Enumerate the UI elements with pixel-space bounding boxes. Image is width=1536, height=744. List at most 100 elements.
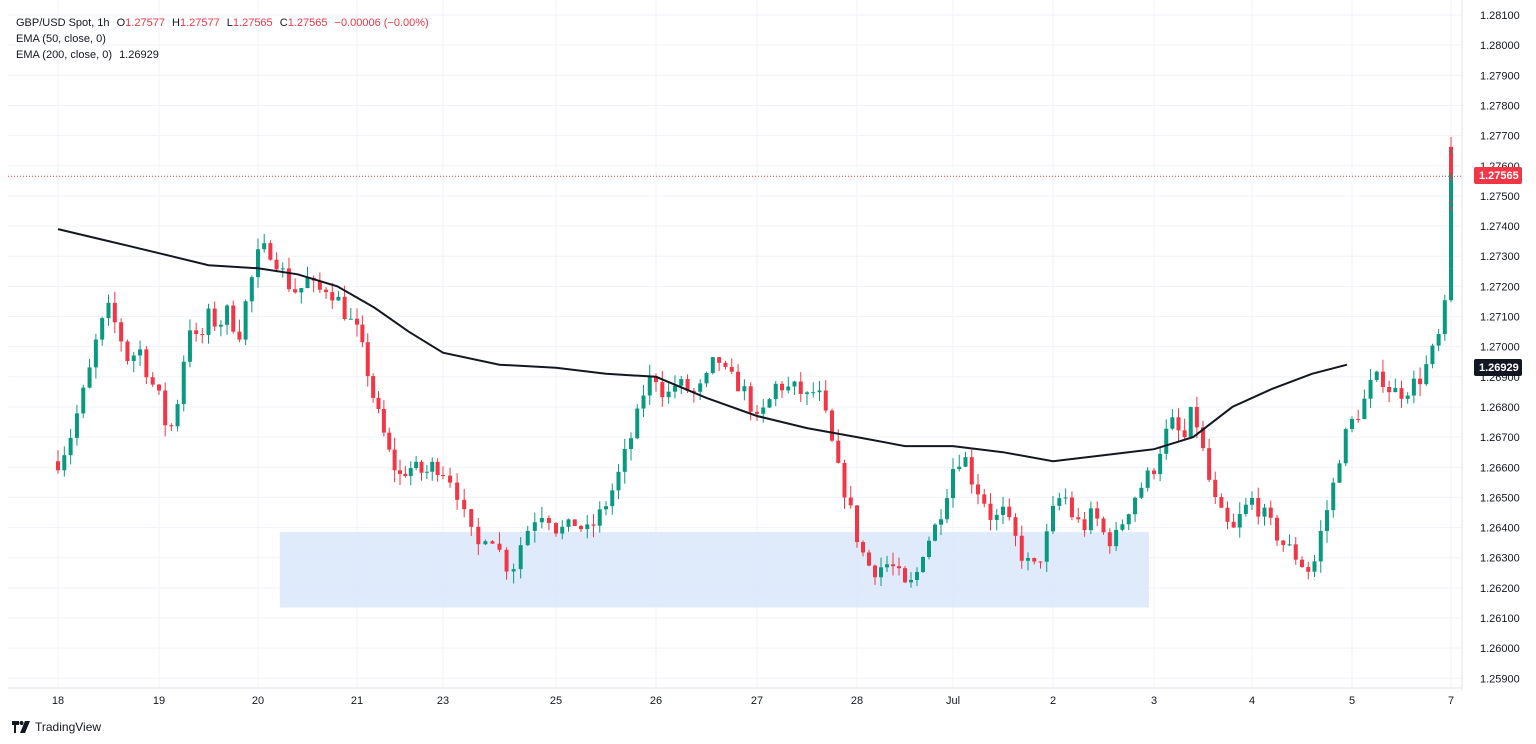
candle <box>1032 557 1037 565</box>
candle <box>1082 511 1087 537</box>
candle <box>387 427 392 453</box>
candle-body <box>742 386 747 392</box>
candle <box>666 383 671 404</box>
candle-body <box>579 526 583 530</box>
candle-body <box>286 268 291 290</box>
candle <box>525 525 530 546</box>
legend-ema200[interactable]: EMA (200, close, 0) 1.26929 <box>16 47 433 63</box>
candle-body <box>1399 388 1404 399</box>
candle <box>780 381 784 398</box>
candle-body <box>336 296 341 301</box>
candle-body <box>1026 558 1030 561</box>
candle-body <box>1001 506 1005 515</box>
candle-body <box>597 509 602 526</box>
brand-text: TradingView <box>35 720 102 734</box>
candle <box>476 518 481 556</box>
y-tick-label: 1.27400 <box>1480 221 1520 233</box>
candle-body <box>106 302 111 319</box>
candle-body <box>483 541 488 545</box>
candle-body <box>1312 561 1317 572</box>
candle <box>647 364 652 405</box>
support-zone <box>279 532 1149 608</box>
candle-body <box>982 494 987 504</box>
candle <box>773 381 778 407</box>
candle <box>1424 355 1429 387</box>
candle <box>1213 471 1218 505</box>
y-tick-label: 1.26200 <box>1480 583 1520 595</box>
candle-body <box>1343 429 1348 464</box>
candle-body <box>867 552 871 566</box>
candle-body <box>903 568 907 583</box>
candle-body <box>1126 514 1131 525</box>
candle <box>1176 408 1181 442</box>
candle <box>430 457 435 481</box>
candle-body <box>387 432 392 450</box>
legend-ema200-value: 1.26929 <box>119 49 159 61</box>
candle <box>150 372 155 387</box>
candle-body <box>1237 514 1242 528</box>
candle-body <box>1007 506 1012 518</box>
candle-body <box>1337 463 1342 483</box>
candle <box>1275 514 1279 546</box>
candle-body <box>988 503 993 520</box>
legend-symbol[interactable]: GBP/USD Spot, 1h <box>16 17 110 29</box>
tradingview-brand[interactable]: TradingView <box>12 720 101 734</box>
candle <box>1262 503 1267 526</box>
candle <box>243 299 248 346</box>
candle-body <box>897 566 901 569</box>
candle-body <box>243 301 248 340</box>
candle <box>163 382 168 437</box>
candle-body <box>87 367 92 388</box>
candle-body <box>915 571 919 580</box>
y-tick-label: 1.27500 <box>1480 191 1520 203</box>
candle-body <box>1243 504 1248 515</box>
price-axis[interactable]: 1.281001.280001.279001.278001.277001.276… <box>1480 10 1520 685</box>
candle <box>1219 493 1224 509</box>
x-tick-label: 19 <box>153 695 165 707</box>
candle <box>933 523 937 542</box>
candle <box>1026 552 1030 571</box>
candle-body <box>1082 519 1087 531</box>
current-price-text: 1.27565 <box>1479 170 1519 182</box>
candle-body <box>1182 430 1187 438</box>
candle <box>448 467 453 488</box>
candle <box>131 351 136 373</box>
candle-body <box>654 376 658 383</box>
candle-body <box>119 322 124 342</box>
legend-ema50[interactable]: EMA (50, close, 0) <box>16 31 433 47</box>
x-tick-label: 23 <box>437 695 449 707</box>
candle <box>786 376 791 394</box>
candle <box>274 252 279 273</box>
candle-body <box>355 318 359 325</box>
ema-price-badge <box>1474 359 1522 376</box>
candle <box>1380 359 1385 393</box>
candle <box>1038 561 1043 569</box>
ema-price-label: 1.26929 <box>1474 359 1522 376</box>
legend-high: 1.27577 <box>179 17 220 29</box>
candle-body <box>921 557 925 572</box>
x-tick-label: 26 <box>650 695 662 707</box>
candle <box>299 288 304 304</box>
candle-body <box>225 305 230 325</box>
candle-body <box>1013 517 1018 536</box>
candle <box>112 291 117 334</box>
x-tick-label: 21 <box>351 695 363 707</box>
candle <box>81 384 86 418</box>
candle-body <box>100 318 105 340</box>
candle-body <box>1449 160 1453 175</box>
candle-body <box>855 505 859 543</box>
candle-body <box>976 484 980 495</box>
candle <box>1393 378 1398 393</box>
candle <box>1250 491 1254 510</box>
candle-body <box>330 292 335 301</box>
candle <box>591 514 596 538</box>
candle <box>672 375 677 399</box>
time-axis[interactable]: 18 19 20 21 23 25 26 27 28 Jul 2 3 4 5 7 <box>52 695 1454 707</box>
candle-body <box>187 330 192 362</box>
candle <box>1139 482 1144 499</box>
candle <box>1436 328 1441 352</box>
candle <box>1418 367 1423 397</box>
candle-body <box>1194 407 1199 428</box>
x-tick-label: 25 <box>550 695 562 707</box>
